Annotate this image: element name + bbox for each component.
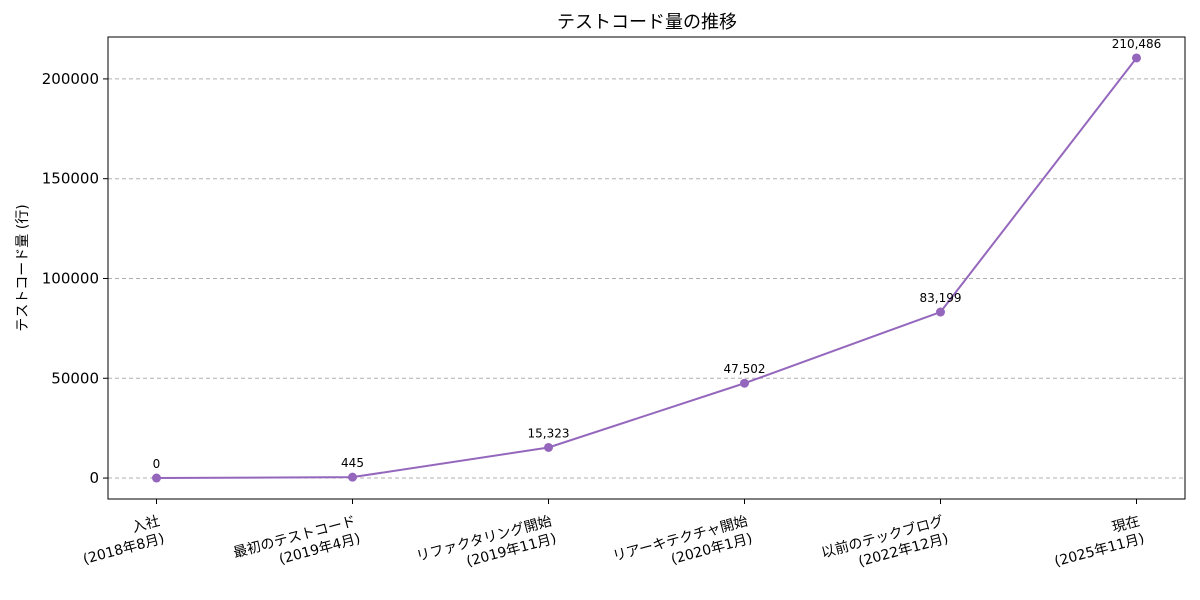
x-tick-label: 現在(2025年11月) [1048, 513, 1146, 570]
series-line [156, 57, 1138, 480]
y-tick-label: 0 [89, 469, 99, 487]
y-tick-label: 150000 [42, 170, 99, 188]
x-axis-ticks: 入社(2018年8月) 最初のテストコード(2019年4月) リファクタリング開始(… [77, 499, 1146, 582]
x-tick-label-line: 現在 [1110, 513, 1141, 536]
y-tick-label: 200000 [42, 70, 99, 88]
x-tick-label: リファクタリング開始(2019年11月) [415, 513, 559, 582]
data-point [740, 378, 749, 388]
grid-lines [108, 78, 1185, 479]
x-tick-label: 最初のテストコード(2019年4月) [231, 512, 362, 578]
x-tick-label-line: (2025年11月) [1053, 531, 1146, 570]
data-point [1132, 53, 1141, 63]
x-tick-label: 以前のテックブログ(2022年12月) [819, 512, 950, 578]
x-tick-label-line: (2018年8月) [81, 531, 166, 568]
data-point [348, 472, 357, 482]
plot-frame [107, 36, 1186, 500]
data-point [544, 442, 553, 452]
y-axis-label: テストコード量 (行) [15, 204, 31, 331]
data-label: 210,486 [1112, 37, 1162, 51]
data-label: 15,323 [528, 426, 570, 440]
y-tick-label: 100000 [42, 269, 99, 287]
data-point [936, 307, 945, 317]
x-tick-label: リアーキテクチャ開始(2020年1月) [611, 513, 754, 582]
chart-title: テストコード量の推移 [557, 12, 737, 33]
x-tick-label-line: 入社 [130, 513, 161, 536]
x-tick-label: 入社(2018年8月) [77, 513, 166, 567]
series-line-group: 0 445 15,323 47,502 83,199 210,486 [152, 37, 1161, 483]
y-axis-ticks: 0 50000 100000 150000 200000 [42, 70, 108, 487]
data-point [152, 473, 161, 483]
data-label: 0 [153, 457, 161, 471]
data-label: 445 [341, 456, 364, 470]
data-label: 47,502 [724, 362, 766, 376]
y-tick-label: 50000 [51, 369, 99, 387]
data-label: 83,199 [920, 291, 962, 305]
